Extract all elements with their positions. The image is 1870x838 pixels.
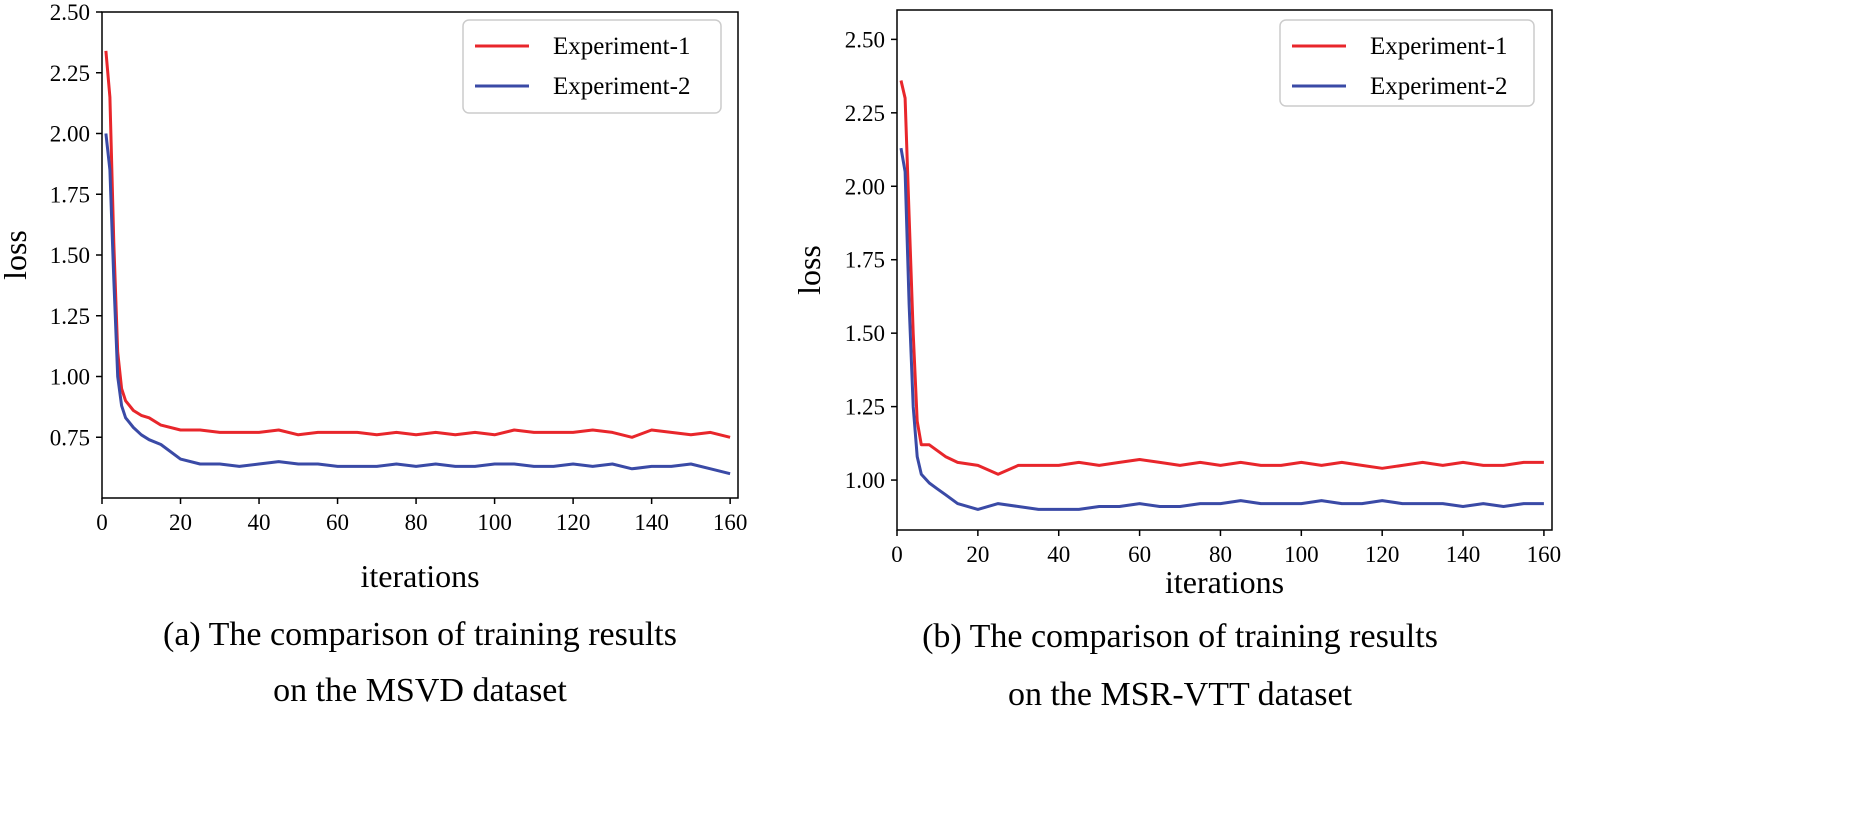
y-tick-label: 2.50 bbox=[50, 0, 90, 25]
chart-msvd: 0.75 1.00 1.25 1.50 1.75 2.00 2.25 2.50 0 20 40 60… bbox=[0, 0, 747, 709]
y-tick-label: 1.75 bbox=[50, 182, 90, 207]
x-axis-ticks: 0 20 40 60 80 100 120 140 160 bbox=[891, 530, 1561, 567]
y-tick-label: 2.50 bbox=[845, 27, 885, 52]
x-tick-label: 60 bbox=[1128, 542, 1151, 567]
plot-frame bbox=[896, 9, 1553, 531]
legend: Experiment-1 Experiment-2 bbox=[462, 19, 722, 114]
x-tick-label: 60 bbox=[326, 510, 349, 535]
x-tick-label: 120 bbox=[1365, 542, 1400, 567]
y-tick-label: 1.50 bbox=[845, 321, 885, 346]
caption-line-2: on the MSR-VTT dataset bbox=[1008, 676, 1353, 713]
y-tick-label: 2.25 bbox=[845, 101, 885, 126]
legend-label-experiment-2: Experiment-2 bbox=[1370, 73, 1507, 100]
y-tick-label: 0.75 bbox=[50, 425, 90, 450]
x-tick-label: 80 bbox=[1209, 542, 1232, 567]
y-axis-title: loss bbox=[0, 230, 33, 280]
caption-line-1: (b) The comparison of training results bbox=[922, 618, 1438, 655]
y-axis-ticks: 0.75 1.00 1.25 1.50 1.75 2.00 2.25 2.50 bbox=[50, 0, 102, 450]
series-lines bbox=[104, 50, 731, 476]
y-tick-label: 1.00 bbox=[50, 365, 90, 390]
y-tick-label: 1.75 bbox=[845, 248, 885, 273]
series-line-2 bbox=[899, 147, 1544, 511]
x-tick-label: 120 bbox=[556, 510, 591, 535]
legend-box bbox=[462, 19, 722, 114]
chart-msr-vtt: 1.00 1.25 1.50 1.75 2.00 2.25 2.50 0 20 40 60 80 10… bbox=[791, 9, 1561, 713]
x-tick-label: 0 bbox=[96, 510, 108, 535]
y-tick-label: 2.00 bbox=[50, 122, 90, 147]
y-tick-label: 1.25 bbox=[50, 304, 90, 329]
x-axis-ticks: 0 20 40 60 80 100 120 140 160 bbox=[96, 498, 747, 535]
x-tick-label: 100 bbox=[477, 510, 512, 535]
series-line-1 bbox=[899, 80, 1544, 476]
x-tick-label: 40 bbox=[248, 510, 271, 535]
x-tick-label: 20 bbox=[169, 510, 192, 535]
x-tick-label: 100 bbox=[1284, 542, 1319, 567]
series-lines bbox=[899, 80, 1544, 511]
y-axis-ticks: 1.00 1.25 1.50 1.75 2.00 2.25 2.50 bbox=[845, 27, 897, 493]
x-tick-label: 80 bbox=[405, 510, 428, 535]
y-tick-label: 1.50 bbox=[50, 243, 90, 268]
x-axis-title: iterations bbox=[360, 558, 479, 594]
y-tick-label: 2.25 bbox=[50, 61, 90, 86]
x-tick-label: 140 bbox=[1446, 542, 1481, 567]
plot-frame bbox=[101, 11, 739, 499]
caption-line-2: on the MSVD dataset bbox=[273, 672, 567, 709]
series-line-1 bbox=[104, 50, 731, 439]
y-tick-label: 1.00 bbox=[845, 468, 885, 493]
x-tick-label: 160 bbox=[713, 510, 748, 535]
caption-line-1: (a) The comparison of training results bbox=[163, 616, 677, 653]
y-tick-label: 1.25 bbox=[845, 395, 885, 420]
legend: Experiment-1 Experiment-2 bbox=[1279, 19, 1535, 107]
x-tick-label: 140 bbox=[634, 510, 669, 535]
x-tick-label: 0 bbox=[891, 542, 903, 567]
y-axis-title: loss bbox=[791, 245, 827, 295]
legend-label-experiment-1: Experiment-1 bbox=[553, 33, 690, 60]
x-axis-title: iterations bbox=[1165, 564, 1284, 600]
x-tick-label: 40 bbox=[1047, 542, 1070, 567]
series-line-2 bbox=[104, 133, 731, 476]
legend-label-experiment-1: Experiment-1 bbox=[1370, 33, 1507, 60]
x-tick-label: 160 bbox=[1527, 542, 1562, 567]
x-tick-label: 20 bbox=[966, 542, 989, 567]
legend-label-experiment-2: Experiment-2 bbox=[553, 73, 690, 100]
y-tick-label: 2.00 bbox=[845, 174, 885, 199]
